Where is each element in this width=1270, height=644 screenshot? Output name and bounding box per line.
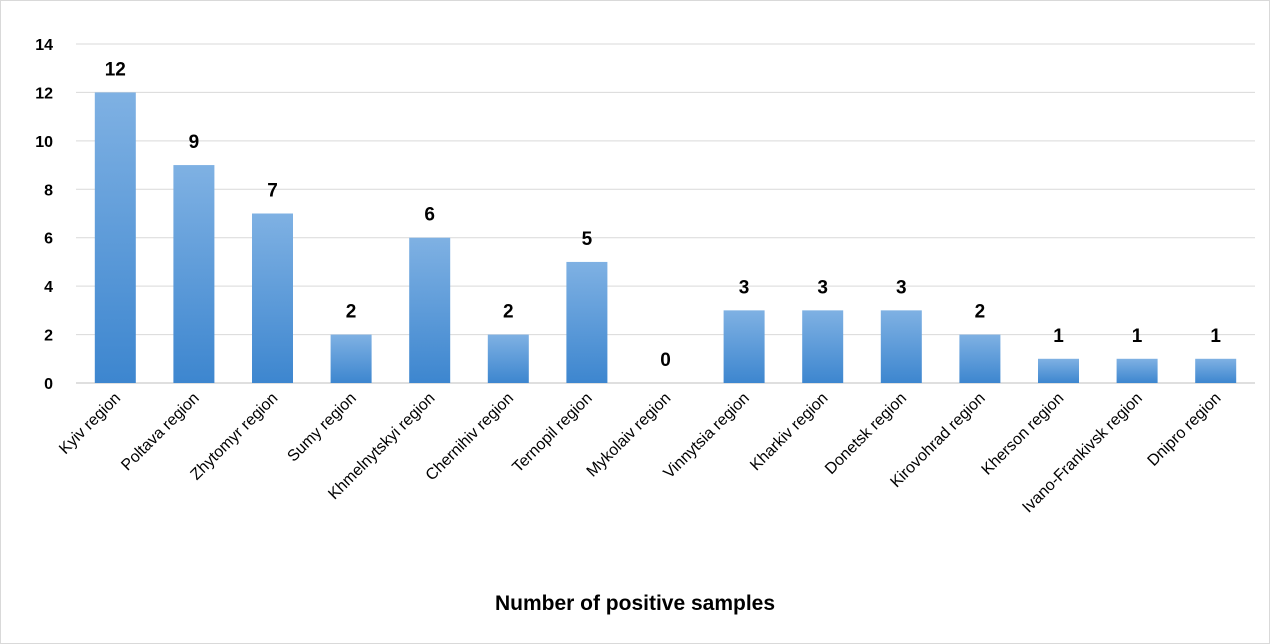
bar <box>566 261 608 383</box>
data-labels: 12 9 7 2 6 2 5 0 3 3 3 2 1 1 1 <box>105 59 1222 371</box>
bar <box>330 334 372 383</box>
bar <box>1038 358 1079 383</box>
category-label: Zhytomyr region <box>188 390 282 484</box>
data-label: 3 <box>896 277 907 298</box>
category-label: Donetsk region <box>822 390 910 478</box>
y-tick-label: 4 <box>44 279 53 296</box>
bar <box>1195 358 1237 383</box>
data-label: 9 <box>189 132 200 153</box>
category-label: Chernihiv region <box>423 390 517 484</box>
data-label: 6 <box>424 205 435 226</box>
bar <box>94 92 136 383</box>
data-label: 3 <box>739 277 750 298</box>
y-tick-label: 12 <box>35 85 53 102</box>
bar <box>880 310 922 383</box>
y-tick-label: 10 <box>35 134 53 151</box>
data-label: 1 <box>1132 326 1143 347</box>
data-label: 0 <box>660 350 671 371</box>
data-label: 5 <box>582 229 593 250</box>
bar <box>802 310 844 383</box>
category-label: Kharkiv region <box>747 390 831 474</box>
bar <box>487 334 529 383</box>
data-label: 3 <box>817 277 828 298</box>
bars <box>94 92 1237 383</box>
category-label: Kherson region <box>979 390 1068 479</box>
bar <box>252 213 293 383</box>
y-tick-label: 0 <box>44 376 53 393</box>
y-tick-label: 2 <box>44 328 53 345</box>
x-axis-title: Number of positive samples <box>495 592 775 615</box>
category-label: Vinnytsia region <box>661 390 753 482</box>
bar <box>173 165 215 383</box>
data-label: 2 <box>503 302 514 323</box>
data-label: 1 <box>1210 326 1221 347</box>
bar <box>723 310 765 383</box>
bar <box>959 334 1001 383</box>
bar <box>1116 358 1158 383</box>
data-label: 1 <box>1053 326 1064 347</box>
y-tick-label: 14 <box>35 37 53 54</box>
data-label: 7 <box>267 181 278 202</box>
data-label: 12 <box>105 59 126 80</box>
category-label: Sumy region <box>284 390 360 466</box>
y-tick-label: 8 <box>44 182 53 199</box>
data-label: 2 <box>975 302 986 323</box>
y-tick-label: 6 <box>44 231 53 248</box>
category-label: Dnipro region <box>1145 390 1225 470</box>
category-label: Poltava region <box>118 390 202 474</box>
bar <box>409 237 451 383</box>
y-axis-tick-labels: 0 2 4 6 8 10 12 14 <box>35 37 53 393</box>
category-label: Ternopil region <box>509 390 595 476</box>
category-label: Mykolaiv region <box>584 390 675 481</box>
data-label: 2 <box>346 302 357 323</box>
category-label: Kyiv region <box>56 390 124 458</box>
